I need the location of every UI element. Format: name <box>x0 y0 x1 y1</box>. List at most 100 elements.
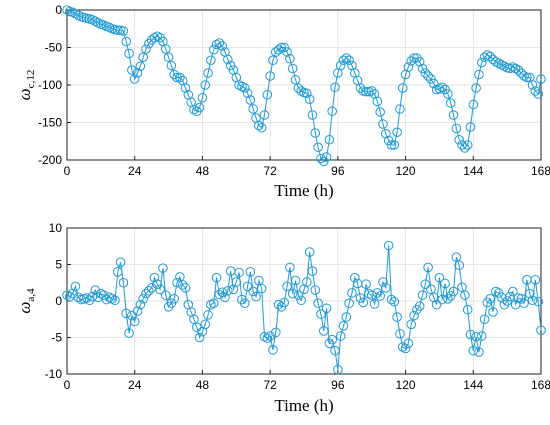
data-point <box>141 44 151 54</box>
data-point <box>121 308 132 319</box>
data-point <box>194 102 205 113</box>
data-point <box>149 272 160 283</box>
data-point <box>338 321 349 331</box>
data-point <box>344 298 354 308</box>
data-point <box>389 296 400 307</box>
y-axis-title: ωa,4 <box>15 288 37 314</box>
data-point <box>239 83 250 93</box>
data-point <box>112 25 123 36</box>
y-axis-symbol: ω <box>15 88 34 100</box>
y-tick-label: 10 <box>49 221 63 235</box>
data-point <box>214 38 225 48</box>
data-point <box>138 294 148 304</box>
data-point <box>335 331 346 341</box>
data-point <box>169 294 180 304</box>
data-point <box>448 110 459 120</box>
series-line <box>66 9 542 163</box>
data-point <box>256 283 267 294</box>
data-point <box>347 288 357 298</box>
data-point <box>338 55 349 66</box>
data-point <box>519 71 529 81</box>
data-point <box>468 99 479 110</box>
data-point <box>242 281 253 292</box>
data-point <box>254 120 264 131</box>
x-tick-label: 0 <box>64 378 71 392</box>
data-point <box>310 285 321 295</box>
data-point <box>62 290 72 300</box>
data-point <box>471 331 481 342</box>
data-point <box>245 95 256 105</box>
data-point <box>293 290 304 300</box>
data-point <box>67 7 78 18</box>
data-point <box>361 279 371 290</box>
x-tick-label: 72 <box>263 164 277 178</box>
data-point <box>107 294 117 304</box>
data-point <box>208 298 219 308</box>
data-point <box>465 329 476 340</box>
y-tick-label: 0 <box>55 3 62 17</box>
data-point <box>285 53 295 64</box>
x-tick-label: 24 <box>128 164 142 178</box>
data-point <box>104 22 115 33</box>
data-point <box>476 331 487 341</box>
data-point <box>344 55 354 66</box>
data-point <box>400 343 411 354</box>
data-point <box>397 83 408 93</box>
data-point <box>129 74 140 84</box>
data-point <box>530 275 541 285</box>
data-point <box>129 316 140 327</box>
y-axis-subscript: c,12 <box>25 70 37 89</box>
x-tick-label: 24 <box>128 378 142 392</box>
data-point <box>231 277 242 287</box>
data-point <box>448 286 459 297</box>
data-point <box>431 299 442 310</box>
data-point <box>259 110 270 120</box>
data-point <box>206 299 216 310</box>
data-point <box>208 44 219 55</box>
data-point <box>465 122 476 132</box>
data-point <box>474 347 484 357</box>
data-point <box>135 61 146 72</box>
data-point <box>273 299 284 310</box>
data-point <box>341 53 352 63</box>
data-point <box>302 88 312 99</box>
data-point <box>110 295 120 306</box>
data-point <box>491 286 501 297</box>
data-point <box>115 257 126 268</box>
data-point <box>474 69 484 80</box>
y-tick-label: -5 <box>51 331 62 345</box>
data-point <box>378 277 388 287</box>
data-point <box>304 247 315 257</box>
data-point <box>166 60 177 71</box>
data-point <box>316 153 326 164</box>
data-point <box>479 314 490 325</box>
data-point <box>169 69 180 80</box>
data-point <box>358 297 369 308</box>
data-point <box>321 303 332 314</box>
data-point <box>485 294 496 304</box>
data-point <box>386 294 397 305</box>
data-point <box>234 80 244 90</box>
data-point <box>392 312 402 322</box>
data-point <box>270 327 281 338</box>
data-point <box>268 55 278 66</box>
data-point <box>375 291 385 301</box>
x-tick-label: 48 <box>196 378 210 392</box>
data-point <box>70 8 81 19</box>
data-point <box>434 83 445 94</box>
y-tick-label: 5 <box>55 258 62 272</box>
data-point <box>118 26 129 36</box>
y-axis-subscript: a,4 <box>25 288 37 302</box>
data-point <box>141 288 151 299</box>
data-point <box>149 32 160 43</box>
data-point <box>414 301 425 311</box>
data-point <box>493 58 504 69</box>
data-point <box>423 71 433 81</box>
data-point <box>524 288 535 299</box>
data-point <box>386 140 397 150</box>
top-chart-panel: 0 24 48 72 96 120 144 168 0 -50 -100 -150 -200 Time (… <box>15 3 550 200</box>
y-axis-title: ωc,12 <box>15 70 37 101</box>
data-point <box>87 291 98 302</box>
data-point <box>118 277 129 288</box>
